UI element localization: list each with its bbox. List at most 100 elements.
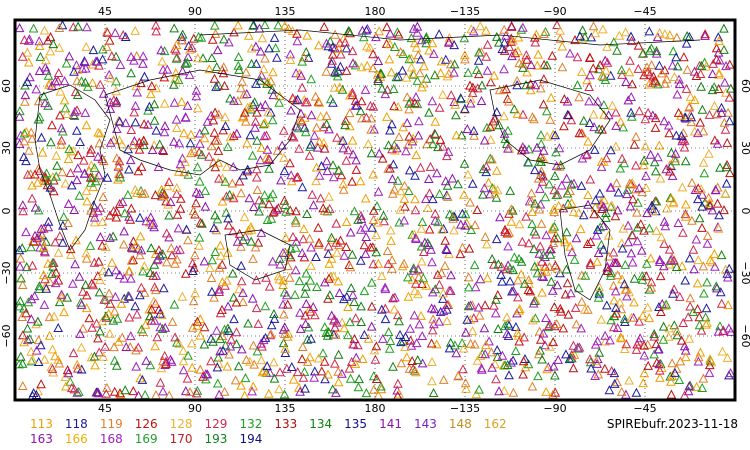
observation-marker — [288, 231, 298, 241]
observation-marker — [415, 162, 426, 172]
observation-marker — [305, 275, 316, 285]
observation-marker — [356, 224, 366, 234]
source-label: SPIREbufr.2023-11-18 — [606, 417, 738, 431]
observation-marker — [158, 283, 169, 293]
observation-marker — [55, 110, 65, 120]
observation-marker — [716, 102, 727, 112]
observation-marker — [725, 368, 736, 378]
observation-marker — [638, 160, 649, 170]
observation-marker — [324, 258, 335, 268]
observation-marker — [387, 255, 397, 265]
observation-marker — [39, 299, 50, 309]
observation-marker — [260, 53, 270, 63]
observation-marker — [259, 131, 270, 141]
observation-marker — [275, 367, 285, 377]
observation-marker — [31, 345, 42, 355]
observation-marker — [384, 54, 395, 64]
observation-marker — [695, 117, 706, 127]
observation-marker — [172, 209, 183, 219]
observation-marker — [473, 55, 484, 65]
observation-marker — [209, 223, 219, 233]
tick-label: 135 — [275, 402, 296, 415]
observation-marker — [210, 210, 220, 220]
observation-marker — [153, 254, 163, 264]
observation-marker — [356, 62, 367, 72]
observation-marker — [78, 323, 88, 333]
observation-marker — [263, 153, 274, 163]
observation-marker — [654, 301, 664, 311]
observation-marker — [421, 73, 432, 83]
observation-marker — [418, 246, 429, 256]
observation-marker — [519, 332, 529, 342]
observation-marker — [333, 366, 344, 376]
observation-marker — [712, 198, 723, 208]
observation-marker — [620, 284, 631, 294]
observation-marker — [210, 246, 221, 256]
observation-marker — [161, 228, 172, 238]
observation-marker — [468, 26, 479, 36]
observation-marker — [295, 307, 305, 317]
observation-marker — [341, 155, 352, 165]
observation-marker — [301, 268, 312, 278]
observation-marker — [456, 130, 467, 140]
observation-marker — [161, 356, 171, 366]
observation-marker — [243, 318, 253, 328]
observation-marker — [474, 384, 484, 394]
observation-marker — [73, 150, 83, 160]
observation-marker — [583, 304, 593, 314]
observation-marker — [152, 332, 163, 342]
observation-marker — [619, 313, 630, 323]
observation-marker — [438, 306, 449, 316]
observation-marker — [211, 81, 221, 91]
observation-marker — [438, 141, 448, 151]
observation-marker — [18, 151, 29, 161]
observation-marker — [481, 340, 491, 350]
observation-marker — [111, 123, 122, 133]
observation-marker — [572, 80, 583, 90]
observation-marker — [385, 28, 396, 38]
observation-marker — [290, 265, 301, 275]
observation-marker — [47, 80, 57, 90]
observation-marker — [124, 164, 134, 174]
observation-marker — [705, 354, 715, 364]
observation-marker — [294, 382, 304, 392]
observation-marker — [199, 256, 210, 266]
observation-marker — [606, 267, 616, 277]
legend-item: 134 — [309, 417, 333, 431]
observation-marker — [582, 75, 592, 85]
observation-marker — [88, 280, 99, 290]
observation-marker — [237, 112, 248, 122]
observation-marker — [72, 359, 83, 369]
observation-marker — [715, 287, 726, 297]
observation-marker — [121, 341, 132, 351]
observation-marker — [590, 195, 601, 205]
observation-marker — [529, 226, 540, 236]
observation-marker — [459, 33, 470, 43]
observation-marker — [206, 356, 216, 366]
observation-marker — [371, 373, 382, 383]
observation-marker — [17, 330, 28, 340]
observation-marker — [36, 132, 47, 142]
observation-marker — [331, 218, 342, 228]
observation-marker — [651, 339, 662, 349]
observation-marker — [178, 345, 189, 355]
observation-marker — [398, 122, 409, 132]
observation-marker — [63, 153, 74, 163]
observation-marker — [521, 50, 532, 60]
observation-marker — [523, 157, 534, 167]
observation-marker — [236, 276, 247, 286]
observation-marker — [583, 189, 593, 199]
observation-marker — [470, 282, 481, 292]
observation-marker — [306, 74, 317, 84]
observation-marker — [192, 385, 203, 395]
observation-marker — [546, 276, 557, 286]
observation-marker — [346, 356, 357, 366]
observation-marker — [616, 304, 627, 314]
observation-marker — [131, 345, 141, 355]
observation-marker — [181, 58, 191, 68]
observation-marker — [149, 259, 160, 269]
observation-marker — [669, 255, 679, 265]
observation-marker — [533, 173, 544, 183]
observation-marker — [544, 320, 555, 330]
observation-marker — [157, 249, 168, 259]
